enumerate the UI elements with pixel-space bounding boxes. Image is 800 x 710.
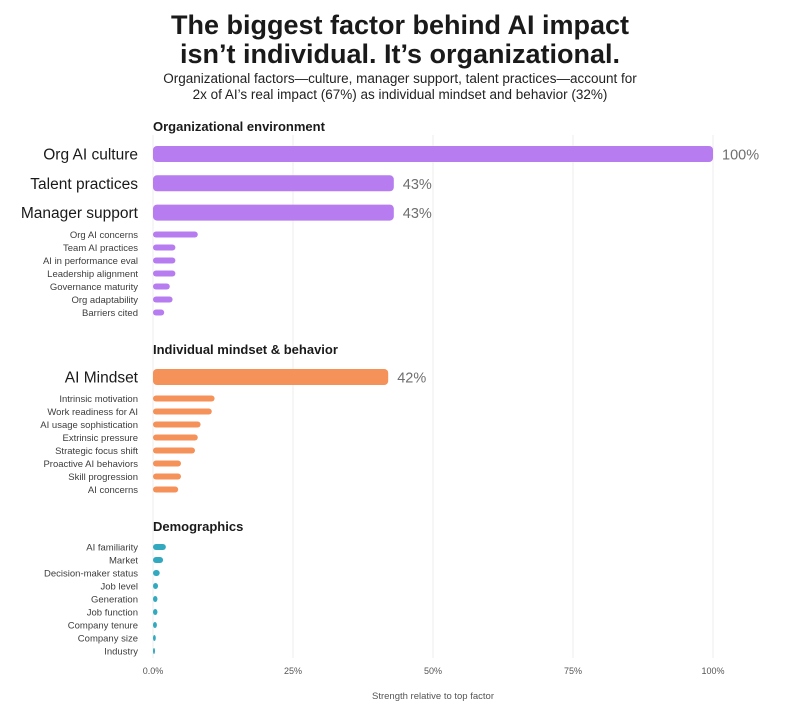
bar-label-team-ai-practices: Team AI practices [63,243,138,254]
group-header-individual-mindset-behavior: Individual mindset & behavior [153,342,338,357]
x-tick-label-75: 75% [564,666,582,676]
x-tick-label-0: 0.0% [143,666,164,676]
bar-label-talent-practices: Talent practices [30,176,138,193]
bar-label-org-ai-culture: Org AI culture [43,147,138,164]
x-axis-title: Strength relative to top factor [372,691,494,702]
value-label-manager-support: 43% [403,206,432,222]
bar-market [153,557,164,563]
chart-subtitle-line-1: Organizational factors—culture, manager … [163,71,637,86]
bar-ai-usage-sophistication [153,421,201,428]
bar-label-extrinsic-pressure: Extrinsic pressure [63,433,139,444]
bar-label-leadership-alignment: Leadership alignment [47,269,138,280]
bar-label-ai-concerns: AI concerns [88,485,138,496]
chart-title-line-2: isn’t individual. It’s organizational. [179,39,621,69]
bar-work-readiness-for-ai [153,408,212,415]
bar-label-company-tenure: Company tenure [68,621,138,632]
x-tick-label-100: 100% [701,666,724,676]
x-tick-label-25: 25% [284,666,302,676]
group-header-demographics: Demographics [153,519,243,534]
bar-team-ai-practices [153,244,176,251]
bar-label-ai-familiarity: AI familiarity [86,543,138,554]
bar-label-work-readiness-for-ai: Work readiness for AI [47,407,138,418]
bar-label-job-function: Job function [87,608,138,619]
bar-label-org-adaptability: Org adaptability [71,295,138,306]
bar-label-industry: Industry [104,647,138,658]
bar-label-generation: Generation [91,595,138,606]
bar-org-adaptability [153,296,173,303]
bar-org-ai-culture [153,146,713,162]
bar-generation [153,596,158,602]
bar-org-ai-concerns [153,231,198,238]
bar-label-strategic-focus-shift: Strategic focus shift [55,446,138,457]
bar-company-tenure [153,622,157,628]
bar-ai-concerns [153,486,179,493]
bar-proactive-ai-behaviors [153,460,181,467]
bar-barriers-cited [153,309,165,316]
bar-label-job-level: Job level [101,582,139,593]
bar-talent-practices [153,175,394,192]
value-label-org-ai-culture: 100% [722,148,759,164]
bar-ai-familiarity [153,544,166,550]
bar-label-market: Market [109,556,138,567]
bar-label-org-ai-concerns: Org AI concerns [70,230,138,241]
bar-label-proactive-ai-behaviors: Proactive AI behaviors [43,459,138,470]
bar-governance-maturity [153,283,170,290]
bar-label-barriers-cited: Barriers cited [82,308,138,319]
bar-company-size [153,635,156,641]
bar-intrinsic-motivation [153,395,215,402]
value-label-ai-mindset: 42% [397,371,426,387]
x-tick-label-50: 50% [424,666,442,676]
bar-manager-support [153,204,394,221]
bar-label-manager-support: Manager support [21,205,139,222]
bar-label-decision-maker-status: Decision-maker status [44,569,138,580]
bar-skill-progression [153,473,181,480]
bar-job-function [153,609,158,615]
bar-label-governance-maturity: Governance maturity [50,282,138,293]
bar-industry [153,648,155,654]
bar-label-company-size: Company size [78,634,138,645]
chart-subtitle-line-2: 2x of AI’s real impact (67%) as individu… [192,87,608,102]
chart-title-line-1: The biggest factor behind AI impact [170,10,630,40]
bar-job-level [153,583,159,589]
bar-label-ai-mindset: AI Mindset [65,370,139,387]
bar-label-intrinsic-motivation: Intrinsic motivation [59,394,138,405]
bar-label-skill-progression: Skill progression [68,472,138,483]
bar-ai-in-performance-eval [153,257,176,264]
bar-ai-mindset [153,369,389,385]
bar-label-ai-usage-sophistication: AI usage sophistication [40,420,138,431]
bar-leadership-alignment [153,270,176,277]
group-header-organizational-environment: Organizational environment [153,119,326,134]
bar-extrinsic-pressure [153,434,198,441]
value-label-talent-practices: 43% [403,177,432,193]
bar-label-ai-in-performance-eval: AI in performance eval [43,256,138,267]
bar-strategic-focus-shift [153,447,195,454]
bar-decision-maker-status [153,570,160,576]
